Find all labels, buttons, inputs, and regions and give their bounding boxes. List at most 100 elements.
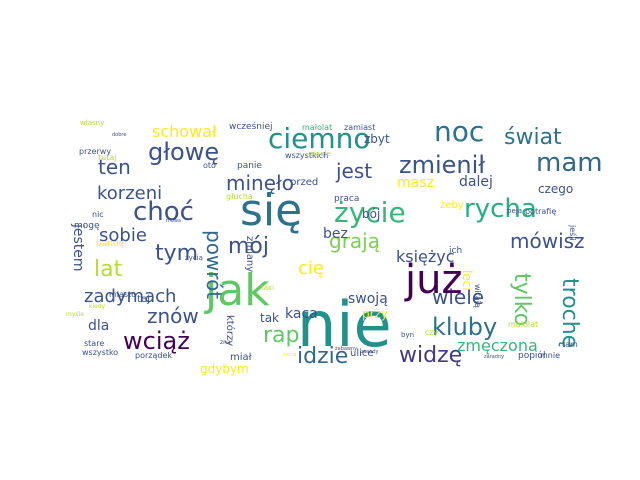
cloud-word: choć	[133, 197, 194, 227]
cloud-word: taki	[261, 284, 274, 292]
cloud-word: myśle	[66, 311, 84, 318]
cloud-word: idzie	[297, 344, 348, 369]
cloud-word: bez	[323, 226, 348, 242]
cloud-word: zmęczona	[457, 336, 538, 355]
cloud-word: dobre	[112, 132, 126, 138]
cloud-word: mam	[536, 148, 603, 178]
cloud-word: czego	[538, 182, 573, 196]
cloud-word: miasto	[109, 290, 136, 299]
cloud-word: życia	[185, 254, 203, 262]
cloud-word: zbyt	[364, 132, 390, 146]
cloud-word: cię	[298, 258, 324, 279]
cloud-word: kaca	[285, 306, 318, 322]
cloud-word: tutaj	[98, 153, 116, 162]
cloud-word: wszystkich	[285, 151, 328, 160]
cloud-word: masz	[397, 175, 434, 191]
cloud-word: świat	[504, 125, 562, 150]
cloud-word: jest	[335, 159, 372, 183]
cloud-word: peja	[507, 207, 522, 215]
cloud-word: bój	[362, 207, 380, 221]
cloud-word: praca	[334, 194, 359, 204]
cloud-word: głucha	[226, 192, 253, 201]
cloud-word: korzeni	[97, 183, 162, 204]
cloud-word: ulice	[350, 348, 374, 359]
cloud-word: zaradny	[484, 354, 504, 360]
cloud-word: zmiany	[244, 236, 255, 272]
cloud-word: małolat	[508, 320, 538, 329]
cloud-word: tam	[562, 340, 578, 349]
cloud-word: mogę	[74, 221, 100, 231]
cloud-word: wiele	[432, 285, 484, 309]
cloud-word: nic	[92, 210, 104, 219]
cloud-word: ich	[449, 246, 462, 256]
cloud-word: wszystko	[82, 348, 118, 357]
cloud-word: dla	[88, 318, 109, 334]
cloud-word: księżyc	[396, 247, 455, 266]
cloud-word: rycha	[464, 194, 537, 224]
cloud-word: ten	[98, 155, 131, 179]
cloud-word: kluby	[432, 313, 497, 341]
cloud-word: stare	[84, 339, 104, 348]
cloud-word: zadymach	[84, 286, 176, 307]
cloud-word: żeby	[440, 200, 464, 211]
cloud-word: życie	[334, 196, 406, 229]
cloud-word: mówisz	[510, 229, 585, 253]
cloud-word: byn	[401, 331, 414, 339]
cloud-word: tym	[155, 241, 198, 266]
cloud-word: już	[404, 257, 462, 303]
cloud-word: własny	[80, 119, 104, 127]
cloud-word: mój	[228, 234, 269, 259]
cloud-word: kiedy	[89, 303, 106, 310]
cloud-word: przed	[290, 177, 318, 188]
cloud-word: się	[240, 185, 302, 236]
cloud-word: potrafię	[525, 207, 556, 216]
cloud-word: czy	[425, 328, 439, 337]
cloud-word: tak	[260, 311, 279, 325]
cloud-word: porządek	[135, 351, 172, 360]
cloud-word: jeśli	[568, 224, 578, 241]
cloud-word: którzy	[224, 315, 236, 346]
cloud-word: zasady	[361, 349, 379, 355]
cloud-word: noc	[434, 115, 484, 148]
cloud-word: lat	[94, 257, 123, 282]
cloud-word: tej	[137, 294, 150, 305]
cloud-word: serca	[283, 352, 296, 358]
cloud-word: oto	[203, 161, 216, 170]
cloud-word: ciemno	[268, 122, 371, 155]
cloud-word: nie	[297, 288, 392, 361]
cloud-word: rap	[263, 323, 300, 348]
cloud-word: mnie	[540, 351, 560, 360]
cloud-word: miał	[230, 352, 252, 363]
cloud-word: jak	[204, 265, 270, 316]
cloud-word: przy	[362, 307, 388, 321]
cloud-word: mowa	[166, 218, 181, 224]
cloud-word: wcześniej	[229, 121, 273, 132]
cloud-word: dalej	[459, 174, 493, 190]
cloud-word: przerwy	[79, 147, 111, 156]
cloud-word: widzę	[399, 343, 462, 368]
cloud-word: zmienił	[399, 151, 485, 179]
cloud-word: zna	[220, 339, 231, 346]
cloud-word: zamiast	[344, 123, 375, 132]
cloud-word: głowę	[148, 138, 219, 166]
cloud-word: bandę	[96, 239, 125, 249]
cloud-word: zabawny	[335, 346, 357, 352]
cloud-word: grają	[329, 229, 380, 253]
cloud-word: trochę	[557, 278, 582, 348]
cloud-word: małolat	[302, 123, 332, 132]
cloud-word: gdybym	[200, 362, 249, 376]
cloud-word: witają	[473, 284, 482, 308]
cloud-word: znów	[147, 304, 199, 328]
cloud-word: wciąż	[123, 327, 190, 355]
cloud-word: swoją	[348, 291, 388, 307]
cloud-word: minęło	[226, 171, 294, 195]
cloud-word: panie	[237, 161, 262, 171]
cloud-word: powrót	[202, 230, 226, 299]
cloud-word: ciągle	[310, 150, 331, 158]
cloud-word: leci	[460, 270, 474, 291]
cloud-word: popiół	[518, 350, 546, 361]
cloud-word: tylko	[509, 273, 534, 326]
cloud-word: sobie	[99, 225, 147, 246]
cloud-word: jestem	[70, 223, 86, 272]
